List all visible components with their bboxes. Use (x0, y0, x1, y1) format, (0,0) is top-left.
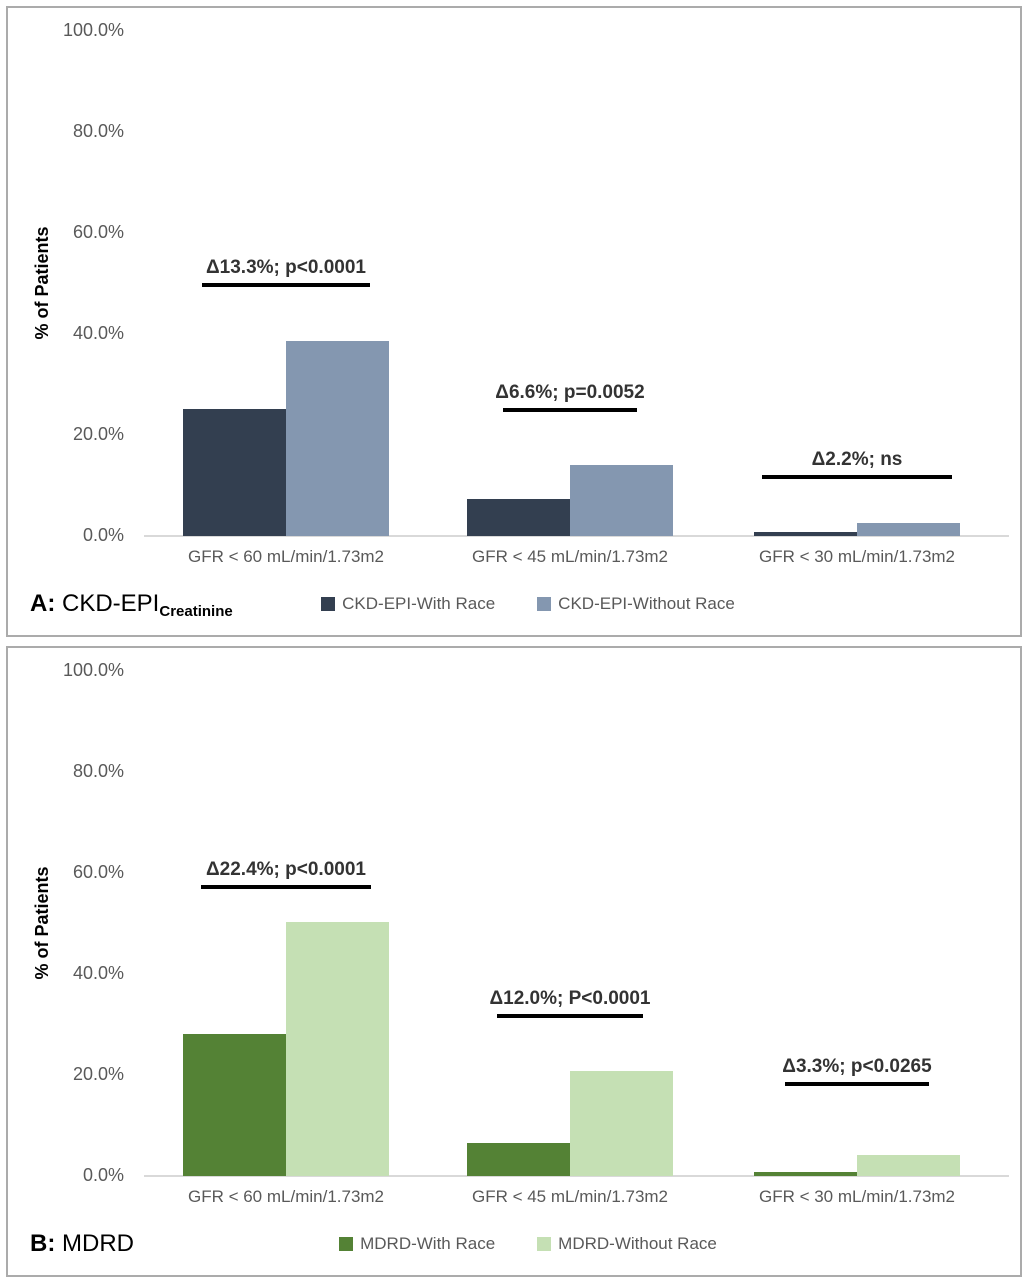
legend-marker-icon (537, 1237, 552, 1251)
y-axis-tick-label: 20.0% (72, 1064, 124, 1084)
legend-item-mdrd-without-race: MDRD-Without Race (537, 1234, 717, 1254)
y-axis-tick-label: 60.0% (72, 862, 124, 882)
legend-marker-icon (321, 597, 336, 611)
panel-label-a: A: CKD-EPICreatinine (30, 590, 233, 620)
category-label: GFR < 45 mL/min/1.73m2 (471, 547, 669, 566)
annotation-underline (201, 885, 371, 890)
panel-b-mdrd-chart: 100.0% 80.0% 60.0% 40.0% 20.0% 0.0% % of Patie… (6, 646, 1022, 1277)
bar-ckd-epi-without-race-group2 (570, 465, 673, 536)
y-axis-tick-label: 40.0% (72, 323, 124, 343)
annotation-underline (503, 407, 637, 412)
y-axis-title: % of Patients (32, 225, 52, 340)
y-axis-tick-label: 0.0% (82, 1165, 124, 1185)
y-axis-tick-label: 0.0% (82, 525, 124, 545)
annotation-underline (785, 1082, 929, 1087)
category-label: GFR < 30 mL/min/1.73m2 (758, 1187, 956, 1206)
annotation-underline (497, 1013, 643, 1018)
panel-label-name: CKD-EPI (62, 590, 160, 617)
y-axis-tick-label: 100.0% (62, 660, 124, 680)
y-axis-tick-label: 100.0% (62, 20, 124, 40)
annotation-underline (202, 282, 370, 287)
y-axis-title: % of Patients (32, 865, 52, 980)
annotation-text: Δ22.4%; p<0.0001 (206, 859, 366, 881)
legend: MDRD-With Race MDRD-Without Race (148, 1234, 908, 1254)
x-axis-line (144, 1175, 1009, 1177)
annotation-text: Δ3.3%; p<0.0265 (782, 1056, 932, 1078)
bar-ckd-epi-without-race-group3 (857, 523, 960, 536)
legend-label: MDRD-Without Race (558, 1234, 717, 1253)
panel-label-b: B: MDRD (30, 1230, 134, 1258)
panel-a-chart-area: 100.0% 80.0% 60.0% 40.0% 20.0% 0.0% % of Patie… (8, 8, 1020, 635)
legend-marker-icon (537, 597, 552, 611)
category-label: GFR < 60 mL/min/1.73m2 (187, 547, 385, 566)
annotation-text: Δ12.0%; P<0.0001 (489, 987, 651, 1009)
bar-ckd-epi-with-race-group2 (467, 499, 570, 536)
x-axis-line (144, 535, 1009, 537)
bar-mdrd-with-race-group3 (754, 1172, 857, 1176)
panel-a-ckd-epi-chart: 100.0% 80.0% 60.0% 40.0% 20.0% 0.0% % of Patie… (6, 6, 1022, 637)
y-axis-tick-label: 40.0% (72, 963, 124, 983)
legend-label: CKD-EPI-With Race (342, 594, 496, 613)
bar-mdrd-without-race-group2 (570, 1071, 673, 1176)
bar-mdrd-with-race-group1 (183, 1034, 286, 1176)
category-label: GFR < 60 mL/min/1.73m2 (187, 1187, 385, 1206)
panel-label-prefix: A: (30, 590, 62, 617)
legend-item-ckd-epi-without-race: CKD-EPI-Without Race (537, 594, 735, 614)
category-label: GFR < 45 mL/min/1.73m2 (471, 1187, 669, 1206)
y-axis-tick-label: 20.0% (72, 424, 124, 444)
bar-mdrd-without-race-group3 (857, 1155, 960, 1176)
legend-label: MDRD-With Race (360, 1234, 496, 1253)
bar-mdrd-with-race-group2 (467, 1143, 570, 1176)
annotation-underline (762, 475, 952, 480)
legend-label: CKD-EPI-Without Race (558, 594, 735, 613)
y-axis-tick-label: 60.0% (72, 222, 124, 242)
category-label: GFR < 30 mL/min/1.73m2 (758, 547, 956, 566)
bar-ckd-epi-without-race-group1 (286, 341, 389, 536)
y-axis-tick-label: 80.0% (72, 121, 124, 141)
bar-ckd-epi-with-race-group3 (754, 532, 857, 536)
panel-label-subscript: Creatinine (159, 603, 233, 620)
legend-item-mdrd-with-race: MDRD-With Race (339, 1234, 495, 1254)
legend-item-ckd-epi-with-race: CKD-EPI-With Race (321, 594, 495, 614)
bar-mdrd-without-race-group1 (286, 922, 389, 1176)
y-axis-tick-label: 80.0% (72, 761, 124, 781)
legend: CKD-EPI-With Race CKD-EPI-Without Race (148, 594, 908, 614)
panel-label-prefix: B: (30, 1230, 62, 1257)
legend-marker-icon (339, 1237, 354, 1251)
bar-ckd-epi-with-race-group1 (183, 409, 286, 536)
annotation-text: Δ2.2%; ns (811, 449, 903, 471)
panel-label-name: MDRD (62, 1230, 134, 1257)
annotation-text: Δ13.3%; p<0.0001 (206, 256, 366, 278)
panel-b-chart-area: 100.0% 80.0% 60.0% 40.0% 20.0% 0.0% % of Patie… (8, 648, 1020, 1275)
annotation-text: Δ6.6%; p=0.0052 (495, 381, 645, 403)
